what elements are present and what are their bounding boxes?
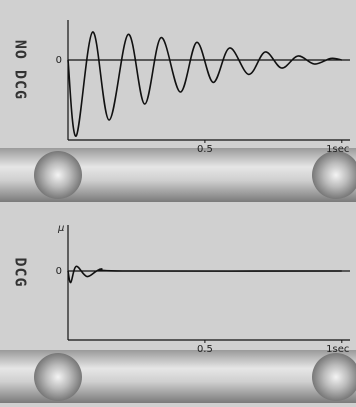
x-tick-label: 1sec — [326, 344, 349, 355]
x-tick-label: 1sec — [326, 144, 349, 155]
x-tick-label: 0.5 — [197, 344, 213, 355]
y-tick-label: 0 — [56, 55, 62, 66]
tube-image-top — [0, 148, 356, 202]
figure: NO DCG 0 0.5 1sec DCG μ 0 0.5 1sec — [0, 0, 356, 403]
waveform — [68, 266, 342, 282]
y-tick-label: 0 — [56, 266, 62, 277]
y-axis-label: DCG — [12, 257, 30, 287]
y-unit: μ — [57, 223, 64, 234]
page: {"chart_data": [ {"type": "line", "ylabe… — [0, 0, 356, 403]
waveform — [68, 32, 342, 136]
tube-image-bottom — [0, 350, 356, 403]
x-tick-label: 0.5 — [197, 144, 213, 155]
y-axis-label: NO DCG — [12, 40, 30, 100]
